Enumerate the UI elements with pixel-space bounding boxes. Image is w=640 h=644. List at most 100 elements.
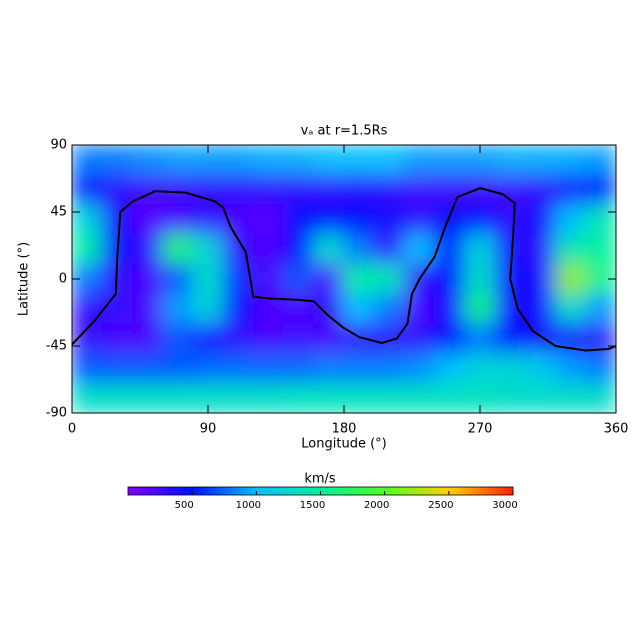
heat-cell xyxy=(101,293,133,325)
heat-cell xyxy=(283,204,315,235)
heat-cell xyxy=(131,352,164,384)
heat-cell xyxy=(494,352,526,384)
heat-cell xyxy=(434,263,466,295)
colorbar-tick-label: 3000 xyxy=(492,500,517,511)
heat-cell xyxy=(313,382,345,413)
overlay xyxy=(72,187,616,352)
heat-cell xyxy=(434,145,466,176)
colorbar-label: km/s xyxy=(304,472,336,487)
heat-cell xyxy=(524,352,557,384)
heat-cell xyxy=(403,382,436,413)
heat-cell xyxy=(101,352,133,384)
heat-cell xyxy=(524,145,557,176)
heat-cell xyxy=(434,204,466,235)
heat-cell xyxy=(72,233,103,265)
heat-cell xyxy=(464,263,496,295)
heat-cell xyxy=(585,174,616,206)
heat-cell xyxy=(283,174,315,206)
heat-cell xyxy=(131,323,164,354)
heat-cell xyxy=(585,233,616,265)
colorbar-tick-label: 2500 xyxy=(428,500,453,511)
heat-cell xyxy=(555,145,587,176)
y-tick-label: 45 xyxy=(50,205,67,220)
heat-cell xyxy=(494,382,526,413)
heat-cell xyxy=(494,204,526,235)
heat-cell xyxy=(252,174,285,206)
heat-cell xyxy=(162,293,194,325)
heat-cell xyxy=(403,174,436,206)
heat-cell xyxy=(555,204,587,235)
heat-cell xyxy=(464,323,496,354)
heat-cell xyxy=(585,204,616,235)
heat-cell xyxy=(313,233,345,265)
heat-cell xyxy=(162,263,194,295)
heat-cell xyxy=(192,352,224,384)
heat-cell xyxy=(494,293,526,325)
heat-cell xyxy=(222,145,254,176)
heat-cell xyxy=(222,382,254,413)
heat-cell xyxy=(162,174,194,206)
heat-cell xyxy=(494,323,526,354)
heat-cell xyxy=(585,145,616,176)
heat-cell xyxy=(192,204,224,235)
x-tick-label: 0 xyxy=(68,422,76,437)
heat-cell xyxy=(131,233,164,265)
colorbar-tick-label: 1000 xyxy=(236,500,261,511)
heat-cell xyxy=(313,293,345,325)
chart-title: vₐ at r=1.5Rs xyxy=(301,124,388,139)
heat-cell xyxy=(222,174,254,206)
heat-cell xyxy=(464,352,496,384)
heat-cell xyxy=(403,352,436,384)
heat-cell xyxy=(555,263,587,295)
heat-cell xyxy=(252,145,285,176)
heat-cell xyxy=(283,145,315,176)
heat-cell xyxy=(131,204,164,235)
heat-cell xyxy=(373,174,405,206)
heat-cell xyxy=(313,323,345,354)
heat-cell xyxy=(555,233,587,265)
x-tick-label: 360 xyxy=(604,422,629,437)
heat-cell xyxy=(403,323,436,354)
heat-cell xyxy=(524,174,557,206)
heat-cell xyxy=(403,204,436,235)
heat-cell xyxy=(192,233,224,265)
heat-cell xyxy=(373,382,405,413)
heat-cell xyxy=(283,382,315,413)
heat-cell xyxy=(524,293,557,325)
heat-cell xyxy=(101,204,133,235)
heat-cell xyxy=(464,174,496,206)
colorbar-tick-label: 1500 xyxy=(300,500,325,511)
heat-cell xyxy=(252,352,285,384)
heat-cell xyxy=(373,323,405,354)
y-tick-label: -45 xyxy=(46,339,67,354)
heat-cell xyxy=(555,352,587,384)
heat-cell xyxy=(494,145,526,176)
heat-cell xyxy=(343,204,375,235)
heat-cell xyxy=(72,174,103,206)
heat-cell xyxy=(192,174,224,206)
heat-cell xyxy=(343,352,375,384)
heat-cell xyxy=(524,233,557,265)
heat-cell xyxy=(403,145,436,176)
heat-cell xyxy=(222,323,254,354)
heat-cell xyxy=(585,293,616,325)
heat-cell xyxy=(464,293,496,325)
heat-cell xyxy=(101,174,133,206)
heat-cell xyxy=(72,145,103,176)
heat-cell xyxy=(162,352,194,384)
heat-cell xyxy=(373,145,405,176)
x-tick-label: 270 xyxy=(468,422,493,437)
heat-cell xyxy=(162,204,194,235)
heat-cell xyxy=(524,263,557,295)
neutral-line xyxy=(72,187,616,352)
heat-cell xyxy=(222,352,254,384)
heat-cell xyxy=(434,352,466,384)
heat-cell xyxy=(252,323,285,354)
heat-cell xyxy=(162,323,194,354)
heat-cell xyxy=(434,382,466,413)
heat-cell xyxy=(72,204,103,235)
heat-cell xyxy=(131,145,164,176)
heat-cell xyxy=(283,263,315,295)
heatmap-cells xyxy=(72,145,616,413)
heat-cell xyxy=(555,293,587,325)
